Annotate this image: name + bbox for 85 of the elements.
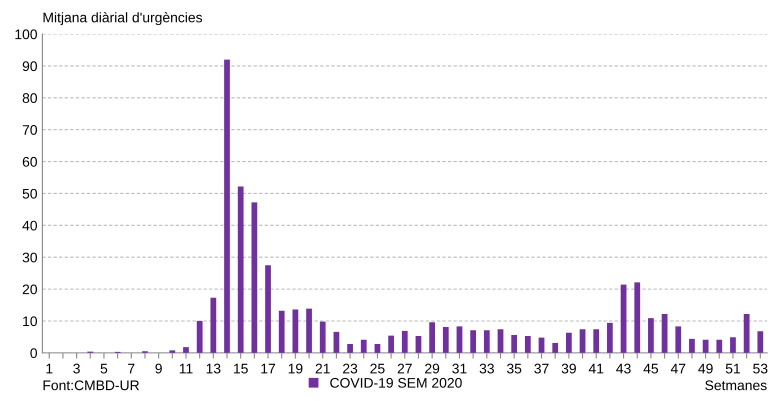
x-tick-label: 33: [480, 364, 494, 374]
bar: [498, 329, 504, 353]
x-tick-label: 5: [100, 364, 108, 374]
bar: [251, 202, 258, 353]
bar: [702, 340, 708, 353]
x-tick-label: 23: [343, 364, 358, 374]
y-tick-label: 60: [22, 156, 37, 167]
x-tick-label: 49: [698, 364, 713, 374]
x-tick-label: 7: [128, 364, 134, 374]
bar: [306, 308, 312, 353]
x-tick-label: 35: [506, 364, 522, 374]
x-tick-label: 27: [398, 364, 412, 374]
bar: [320, 322, 326, 353]
bar: [360, 340, 367, 353]
bar: [580, 329, 586, 353]
bar: [593, 329, 600, 353]
bar: [456, 326, 462, 353]
y-tick-label: 40: [22, 220, 37, 231]
bar: [470, 330, 476, 353]
legend-label: COVID-19 SEM 2020: [330, 378, 462, 388]
bar: [442, 327, 449, 353]
x-tick-label: 31: [452, 364, 467, 374]
y-axis-title: Mitjana diàrial d'urgències: [44, 12, 202, 26]
y-tick-label: 100: [15, 29, 38, 40]
x-tick-label: 43: [616, 364, 631, 374]
bar: [634, 282, 640, 353]
bar: [238, 186, 244, 353]
bar: [429, 322, 435, 353]
bar: [265, 265, 271, 353]
y-tick-label: 0: [30, 348, 37, 358]
y-tick-label: 30: [22, 252, 37, 262]
y-tick-label: 20: [22, 284, 37, 294]
bar: [292, 310, 298, 353]
bar: [566, 332, 572, 353]
x-tick-label: 9: [155, 364, 162, 374]
bar: [484, 330, 490, 353]
bar: [278, 310, 285, 353]
x-tick-label: 37: [534, 364, 549, 374]
x-tick-label: 45: [644, 364, 658, 374]
bar: [511, 335, 518, 353]
bar: [552, 342, 558, 353]
bar: [648, 318, 654, 353]
x-tick-label: 41: [588, 364, 604, 374]
x-axis-title: Setmanes: [705, 380, 767, 390]
bar: [744, 314, 750, 353]
bar: [402, 330, 408, 353]
x-tick-label: 53: [753, 364, 768, 374]
y-tick-label: 90: [22, 61, 37, 72]
x-tick-label: 15: [234, 364, 248, 374]
x-tick-label: 29: [425, 364, 440, 374]
x-tick-label: 13: [206, 364, 220, 374]
y-tick-label: 80: [22, 93, 37, 104]
bar: [620, 284, 626, 353]
bar: [183, 347, 189, 353]
x-tick-label: 17: [261, 364, 276, 374]
bar: [538, 338, 544, 353]
x-tick-label: 51: [726, 364, 740, 374]
bar: [607, 322, 613, 353]
bar: [730, 337, 736, 353]
x-tick-label: 21: [316, 364, 330, 374]
x-tick-label: 11: [180, 364, 193, 374]
bar: [334, 332, 340, 353]
text: Font:CMBD-UR: [44, 380, 139, 390]
y-tick-label: 50: [22, 188, 37, 199]
y-tick-label: 70: [22, 125, 37, 135]
bar: [675, 326, 682, 353]
bar: [196, 321, 203, 353]
y-tick-label: 10: [23, 316, 37, 326]
bar: [388, 336, 394, 353]
bar: [689, 338, 695, 353]
bar: [716, 340, 722, 353]
bar: [224, 60, 230, 353]
bar: [374, 344, 380, 353]
x-tick-label: 39: [562, 364, 576, 374]
x-tick-label: 25: [370, 364, 385, 374]
bar: [210, 298, 216, 353]
bar: [416, 336, 422, 353]
x-tick-label: 19: [288, 364, 302, 374]
bar: [757, 331, 764, 353]
x-tick-label: 1: [46, 364, 52, 374]
bar: [662, 314, 668, 353]
x-tick-label: 47: [670, 364, 686, 374]
bar: [524, 336, 531, 353]
x-tick-label: 3: [73, 364, 80, 374]
bar: [347, 344, 353, 353]
